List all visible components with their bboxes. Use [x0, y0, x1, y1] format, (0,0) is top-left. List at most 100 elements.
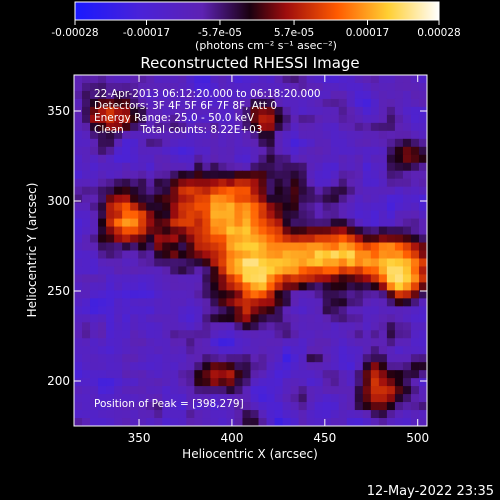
heatmap-cell	[250, 386, 260, 395]
heatmap-cell	[130, 386, 139, 395]
heatmap-cell	[146, 106, 155, 116]
heatmap-cell	[170, 146, 179, 156]
heatmap-cell	[162, 218, 171, 228]
heatmap-cell	[282, 90, 292, 100]
heatmap-cell	[106, 394, 115, 403]
heatmap-cell	[386, 322, 396, 331]
heatmap-cell	[290, 114, 300, 124]
heatmap-cell	[154, 322, 163, 331]
heatmap-cell	[210, 362, 219, 371]
heatmap-cell	[186, 266, 195, 275]
heatmap-cell	[314, 290, 324, 299]
heatmap-cell	[378, 362, 388, 371]
heatmap-cell	[154, 402, 163, 411]
heatmap-cell	[338, 386, 348, 395]
heatmap-cell	[258, 82, 268, 92]
heatmap-cell	[346, 178, 356, 188]
heatmap-cell	[306, 194, 316, 204]
heatmap-cell	[394, 386, 404, 395]
heatmap-cell	[202, 282, 211, 291]
heatmap-cell	[314, 82, 324, 92]
heatmap-cell	[82, 178, 91, 188]
heatmap-cell	[122, 338, 131, 347]
heatmap-cell	[346, 274, 356, 283]
heatmap-cell	[242, 90, 251, 100]
heatmap-cell	[306, 162, 316, 172]
heatmap-cell	[194, 266, 203, 275]
heatmap-cell	[410, 162, 420, 172]
heatmap-cell	[410, 338, 420, 347]
heatmap-cell	[202, 242, 211, 251]
heatmap-cell	[322, 242, 332, 251]
heatmap-cell	[314, 330, 324, 339]
heatmap-cell	[330, 242, 340, 251]
annotation-detectors: Detectors: 3F 4F 5F 6F 7F 8F, Att 0	[94, 100, 277, 112]
heatmap-cell	[274, 106, 284, 116]
heatmap-cell	[306, 178, 316, 188]
heatmap-cell	[146, 386, 155, 395]
heatmap-cell	[210, 394, 219, 403]
heatmap-cell	[250, 146, 260, 156]
heatmap-cell	[346, 418, 356, 426]
heatmap-cell	[130, 138, 139, 148]
heatmap-cell	[186, 202, 195, 212]
heatmap-cell	[394, 394, 404, 403]
heatmap-cell	[386, 106, 396, 116]
heatmap-cell	[194, 362, 203, 371]
heatmap-cell	[298, 346, 308, 355]
heatmap-cell	[402, 338, 412, 347]
heatmap-cell	[298, 146, 308, 156]
heatmap-cell	[122, 282, 131, 291]
heatmap-cell	[362, 410, 372, 419]
heatmap-cell	[298, 98, 308, 108]
heatmap-cell	[130, 98, 139, 108]
heatmap-cell	[330, 282, 340, 291]
heatmap-cell	[138, 138, 147, 148]
heatmap-cell	[378, 298, 388, 307]
heatmap-cell	[90, 370, 99, 379]
heatmap-cell	[170, 362, 179, 371]
heatmap-cell	[146, 186, 155, 196]
heatmap-cell	[154, 314, 163, 323]
heatmap-cell	[314, 106, 324, 116]
heatmap-cell	[138, 210, 147, 220]
heatmap-cell	[178, 98, 187, 108]
heatmap-cell	[106, 218, 115, 228]
heatmap-cell	[122, 178, 131, 188]
heatmap-cell	[266, 162, 276, 172]
heatmap-cell	[290, 314, 300, 323]
heatmap-cell	[354, 274, 364, 283]
heatmap-cell	[314, 362, 324, 371]
heatmap-cell	[226, 98, 235, 108]
heatmap-cell	[386, 386, 396, 395]
heatmap-cell	[402, 274, 412, 283]
heatmap-cell	[274, 378, 284, 387]
heatmap-cell	[186, 194, 195, 204]
heatmap-cell	[170, 130, 179, 140]
heatmap-cell	[322, 98, 332, 108]
heatmap-cell	[154, 394, 163, 403]
heatmap-cell	[250, 162, 260, 172]
heatmap-cell	[226, 106, 235, 116]
heatmap-cell	[138, 234, 147, 244]
heatmap-cell	[210, 386, 219, 395]
heatmap-cell	[330, 370, 340, 379]
heatmap-cell	[138, 282, 147, 291]
heatmap-cell	[298, 266, 308, 275]
heatmap-cell	[178, 186, 187, 196]
heatmap-cell	[402, 282, 412, 291]
heatmap-cell	[210, 226, 219, 236]
heatmap-cell	[178, 218, 187, 228]
heatmap-cell	[402, 106, 412, 116]
heatmap-cell	[330, 106, 340, 116]
heatmap-cell	[82, 82, 91, 92]
heatmap-cell	[418, 402, 427, 411]
heatmap-cell	[250, 82, 260, 92]
heatmap-cell	[194, 290, 203, 299]
heatmap-cell	[290, 170, 300, 180]
heatmap-cell	[106, 170, 115, 180]
heatmap-cell	[362, 258, 372, 267]
heatmap-cell	[98, 75, 107, 84]
heatmap-cell	[130, 130, 139, 140]
